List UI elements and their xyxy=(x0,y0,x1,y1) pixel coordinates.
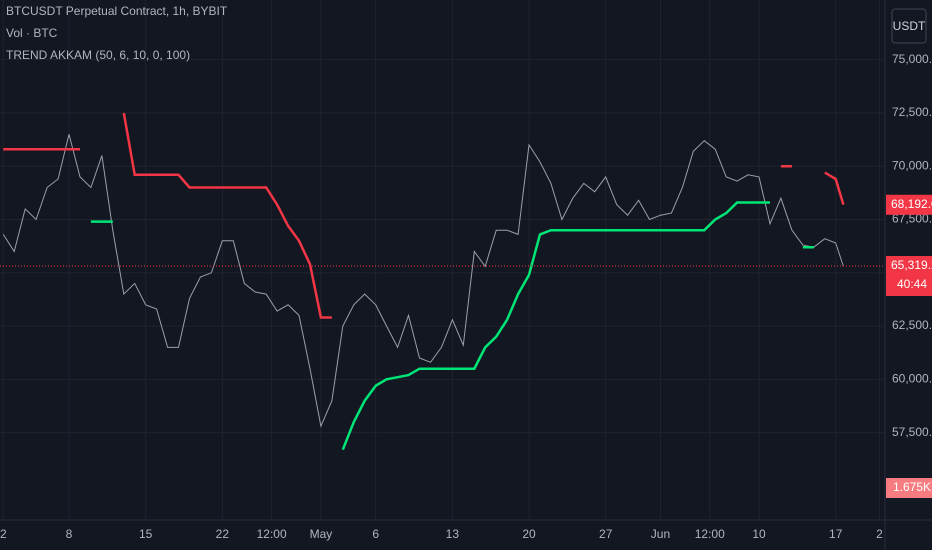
currency-button-label[interactable]: USDT xyxy=(893,19,926,33)
x-tick-label: 22 xyxy=(216,527,230,541)
y-tick-label: 72,500.0 xyxy=(892,105,932,119)
series-line xyxy=(3,112,845,319)
x-tick-label: 13 xyxy=(446,527,460,541)
y-tick-label: 70,000.0 xyxy=(892,158,932,172)
x-tick-label: 8 xyxy=(66,527,73,541)
x-tick-label: 2 xyxy=(0,527,7,541)
price-tag-label: 65,319.2 xyxy=(891,258,932,272)
x-tick-label: 17 xyxy=(829,527,843,541)
countdown-label: 40:44 xyxy=(897,277,927,291)
y-tick-label: 60,000.0 xyxy=(892,372,932,386)
volume-tag xyxy=(886,478,932,498)
y-tick-label: 67,500.0 xyxy=(892,212,932,226)
indicator-label: Vol · BTC xyxy=(6,26,58,40)
y-tick-label: 75,000.0 xyxy=(892,52,932,66)
labels: BTCUSDT Perpetual Contract, 1h, BYBIT Vo… xyxy=(0,4,932,541)
x-tick-label: 27 xyxy=(599,527,613,541)
x-tick-label: Jun xyxy=(651,527,670,541)
x-tick-label: 20 xyxy=(522,527,536,541)
marks xyxy=(0,112,885,451)
currency-button[interactable] xyxy=(891,8,927,44)
x-tick-label: 2 xyxy=(876,527,883,541)
x-tick-label: 6 xyxy=(372,527,379,541)
indicator-label: TREND AKKAM (50, 6, 10, 0, 100) xyxy=(6,48,190,62)
price-tag xyxy=(886,194,932,215)
x-tick-label: 10 xyxy=(752,527,766,541)
x-tick-label: 12:00 xyxy=(257,527,287,541)
x-tick-label: 12:00 xyxy=(695,527,725,541)
price-tag-label: 68,192.0 xyxy=(891,197,932,211)
x-tick-label: May xyxy=(310,527,333,541)
series-line xyxy=(2,134,844,428)
volume-tag-label: 1.675K xyxy=(893,480,931,494)
price-tag xyxy=(886,255,932,296)
y-tick-label: 57,500.0 xyxy=(892,425,932,439)
chart-title: BTCUSDT Perpetual Contract, 1h, BYBIT xyxy=(6,4,228,18)
y-tick-label: 62,500.0 xyxy=(892,318,932,332)
x-tick-label: 15 xyxy=(139,527,153,541)
series-line xyxy=(90,201,814,451)
grid xyxy=(0,0,885,520)
